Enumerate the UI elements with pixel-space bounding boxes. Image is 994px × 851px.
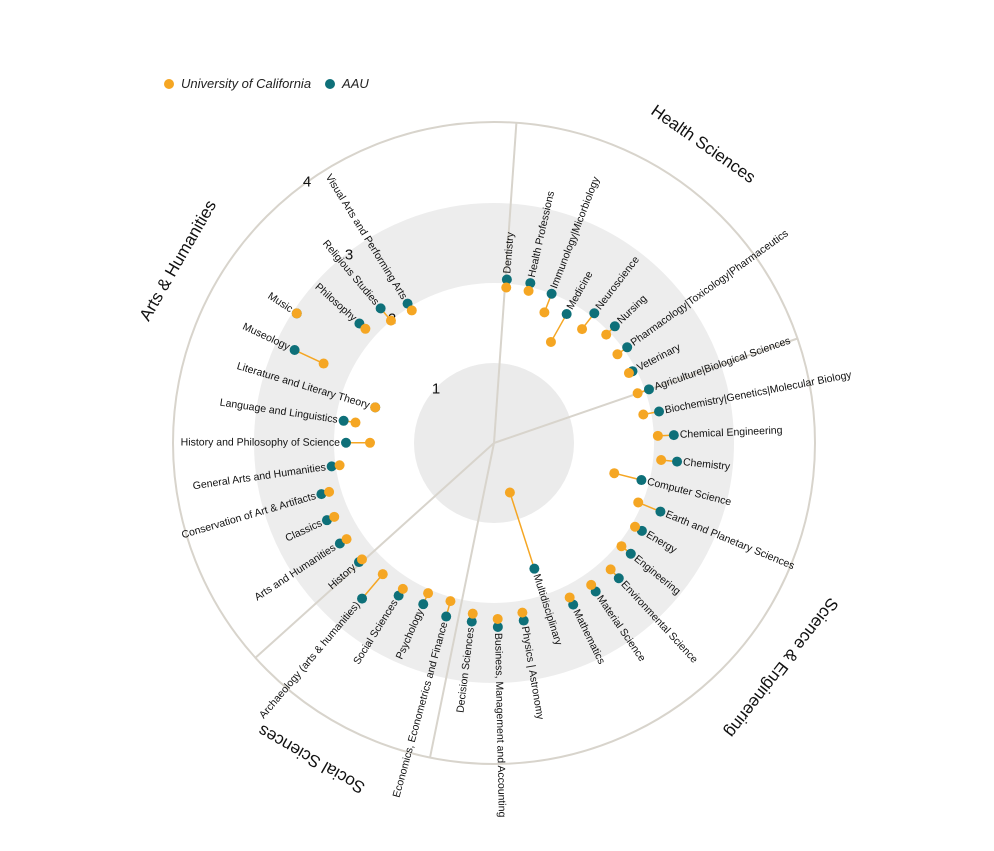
uc-point[interactable] [564,592,575,603]
uc-point[interactable] [350,417,361,428]
uc-point[interactable] [612,349,623,360]
aau-point[interactable] [375,303,386,314]
category-label: Chemistry [682,456,731,473]
uc-point[interactable] [623,368,634,379]
uc-point[interactable] [397,583,408,594]
ring-label: 3 [345,247,353,264]
aau-point[interactable] [622,342,633,353]
aau-point[interactable] [529,563,540,574]
uc-point[interactable] [329,511,340,522]
group-dividers [254,122,798,758]
uc-point[interactable] [656,454,667,465]
aau-point[interactable] [609,321,620,332]
aau-point[interactable] [492,621,503,632]
uc-point[interactable] [601,329,612,340]
uc-point[interactable] [609,468,620,479]
legend: University of California AAU [164,76,383,91]
ring-label: 4 [303,174,311,191]
aau-point[interactable] [466,616,477,627]
uc-point[interactable] [501,282,512,293]
aau-point[interactable] [316,489,327,500]
aau-point[interactable] [357,593,368,604]
uc-point[interactable] [539,307,550,318]
uc-point[interactable] [652,430,663,441]
uc-point[interactable] [605,564,616,575]
uc-point[interactable] [523,285,534,296]
uc-point[interactable] [341,534,352,545]
aau-point[interactable] [654,406,665,417]
connector-line [550,313,568,343]
aau-point[interactable] [672,456,683,467]
aau-point[interactable] [668,430,679,441]
group-label: Social Sciences [255,721,368,797]
category-label: History and Philosophy of Science [181,436,341,448]
uc-point[interactable] [616,541,627,552]
uc-point[interactable] [638,409,649,420]
uc-point[interactable] [334,460,345,471]
uc-point[interactable] [504,487,515,498]
uc-point[interactable] [445,596,456,607]
aau-point[interactable] [625,548,636,559]
category-label: Chemical Engineering [680,424,783,440]
uc-point[interactable] [545,336,556,347]
aau-point[interactable] [418,599,429,610]
uc-point[interactable] [630,521,641,532]
uc-point[interactable] [377,569,388,580]
group-divider [429,442,495,758]
uc-point[interactable] [318,358,329,369]
aau-point[interactable] [518,615,529,626]
legend-item-uc[interactable]: University of California [164,76,311,91]
uc-point[interactable] [467,608,478,619]
aau-point[interactable] [546,288,557,299]
legend-swatch-aau [325,78,336,89]
aau-point[interactable] [525,278,536,289]
category-label: Business, Management and Accounting [492,633,508,818]
aau-point[interactable] [636,475,647,486]
connector-line [361,573,384,600]
aau-point[interactable] [326,461,337,472]
uc-point[interactable] [633,497,644,508]
uc-point[interactable] [517,607,528,618]
category-label: Dentistry [501,231,516,274]
ring-label: 1 [432,381,440,398]
ring-band [254,203,734,683]
uc-point[interactable] [586,579,597,590]
aau-point[interactable] [338,415,349,426]
connector-line [509,492,536,569]
uc-point[interactable] [365,437,376,448]
legend-item-aau[interactable]: AAU [325,76,369,91]
uc-point[interactable] [577,324,588,335]
aau-point[interactable] [613,573,624,584]
uc-point[interactable] [291,308,302,319]
connector-line [294,349,324,365]
aau-point[interactable] [289,345,300,356]
uc-point[interactable] [492,613,503,624]
aau-point[interactable] [643,384,654,395]
uc-point[interactable] [406,305,417,316]
aau-point[interactable] [655,506,666,517]
aau-point[interactable] [501,274,512,285]
aau-point[interactable] [561,309,572,320]
group-divider [254,442,495,659]
aau-point[interactable] [589,308,600,319]
uc-point[interactable] [360,323,371,334]
uc-point[interactable] [423,588,434,599]
uc-point[interactable] [324,486,335,497]
aau-point[interactable] [441,611,452,622]
data-marks [289,274,683,632]
legend-label-uc: University of California [181,76,312,91]
uc-point[interactable] [632,388,643,399]
legend-swatch-uc [164,78,174,89]
uc-point[interactable] [356,554,367,565]
aau-point[interactable] [341,437,352,448]
uc-point[interactable] [370,402,381,413]
legend-label-aau: AAU [342,76,369,91]
uc-point[interactable] [385,315,396,326]
